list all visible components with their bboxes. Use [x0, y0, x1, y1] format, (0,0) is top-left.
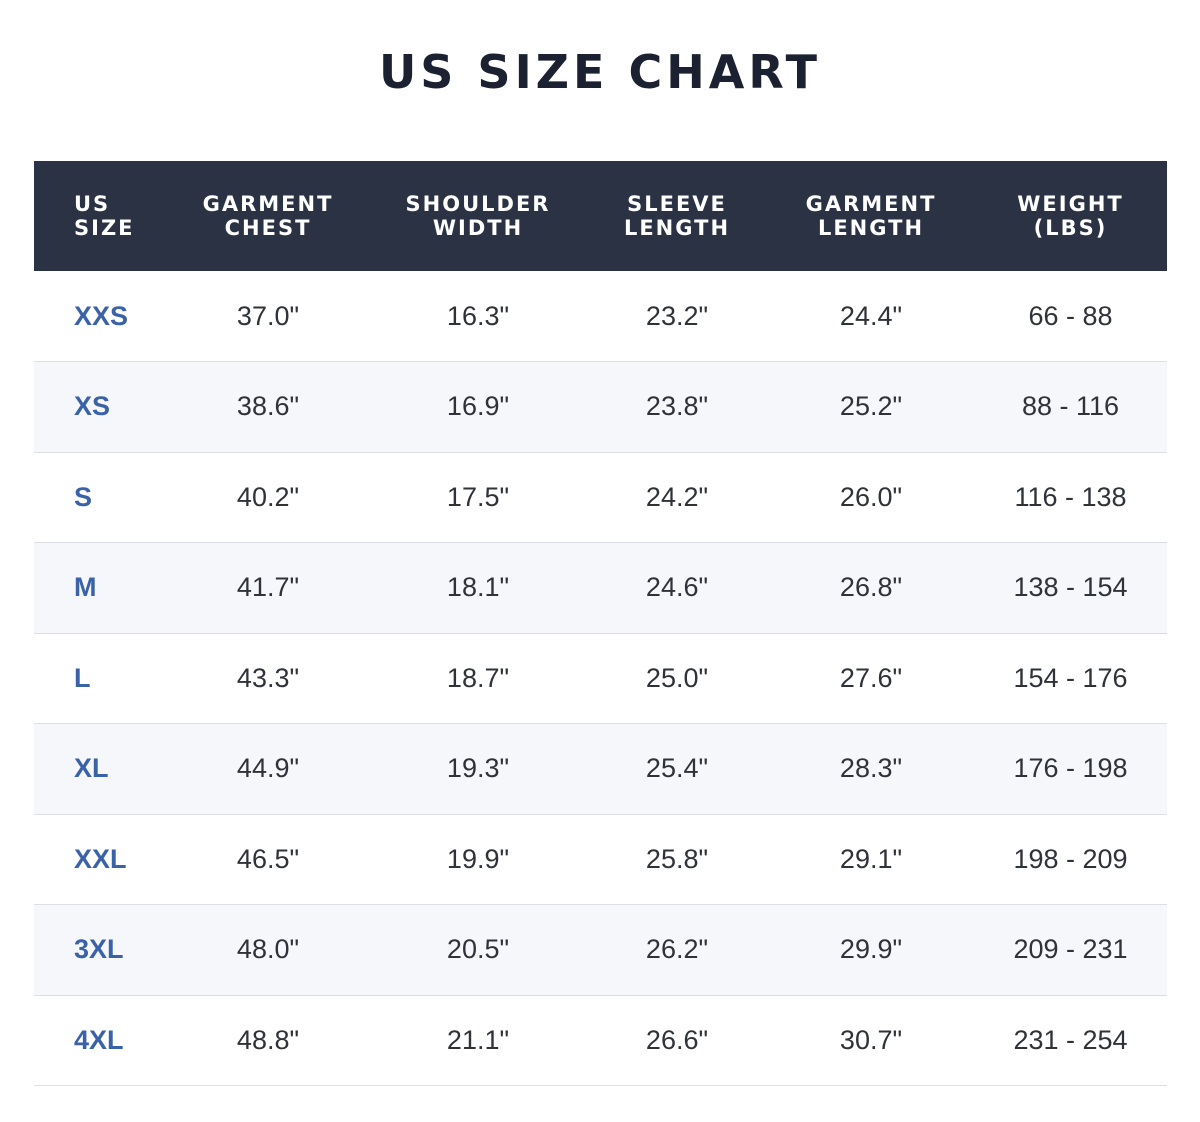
weight-cell: 116 - 138 [1014, 481, 1127, 512]
sleeve-cell: 25.8" [645, 843, 709, 874]
shoulder-cell: 18.7" [446, 662, 510, 693]
chest-cell: 37.0" [236, 300, 300, 331]
length-cell: 29.9" [839, 934, 903, 965]
shoulder-cell: 19.3" [446, 753, 510, 784]
sleeve-cell: 23.8" [645, 391, 709, 422]
weight-cell: 231 - 254 [1013, 1024, 1128, 1055]
size-cell: XXS [74, 300, 129, 331]
column-header-line: CHEST [224, 216, 312, 240]
weight-cell: 66 - 88 [1028, 300, 1113, 331]
sleeve-cell: 26.6" [645, 1024, 709, 1055]
column-header-line: SLEEVE [627, 192, 727, 216]
chest-cell: 43.3" [236, 662, 300, 693]
table-row: S 40.2" 17.5" 24.2" 26.0" 116 - 138 [34, 452, 1167, 543]
page-title: US SIZE CHART [378, 45, 822, 99]
size-cell: S [74, 481, 93, 512]
length-cell: 26.8" [839, 572, 903, 603]
size-cell: XL [74, 753, 109, 784]
chest-cell: 46.5" [236, 843, 300, 874]
sleeve-cell: 24.2" [645, 481, 709, 512]
column-header-sleeve-length: SLEEVE LENGTH [586, 161, 768, 271]
column-header-line: US [74, 192, 111, 216]
chest-cell: 48.0" [236, 934, 300, 965]
shoulder-cell: 21.1" [446, 1024, 510, 1055]
table-row: XXS 37.0" 16.3" 23.2" 24.4" 66 - 88 [34, 271, 1167, 362]
column-header-weight: WEIGHT (LBS) [974, 161, 1167, 271]
column-header-line: SHOULDER [405, 192, 551, 216]
sleeve-cell: 25.4" [645, 753, 709, 784]
chest-cell: 48.8" [236, 1024, 300, 1055]
weight-cell: 88 - 116 [1021, 391, 1120, 422]
table-row: XXL 46.5" 19.9" 25.8" 29.1" 198 - 209 [34, 814, 1167, 905]
weight-cell: 154 - 176 [1013, 662, 1128, 693]
sleeve-cell: 25.0" [645, 662, 709, 693]
size-cell: M [74, 572, 97, 603]
column-header-line: LENGTH [623, 216, 731, 240]
sleeve-cell: 23.2" [645, 300, 709, 331]
column-header-line: (LBS) [1033, 216, 1108, 240]
length-cell: 27.6" [839, 662, 903, 693]
column-header-line: WIDTH [432, 216, 524, 240]
shoulder-cell: 20.5" [446, 934, 510, 965]
column-header-line: SIZE [74, 216, 135, 240]
chest-cell: 38.6" [236, 391, 300, 422]
sleeve-cell: 24.6" [645, 572, 709, 603]
size-cell: 4XL [74, 1024, 124, 1055]
chest-cell: 41.7" [236, 572, 300, 603]
chest-cell: 44.9" [236, 753, 300, 784]
size-cell: XXL [74, 843, 127, 874]
shoulder-cell: 17.5" [446, 481, 510, 512]
column-header-line: GARMENT [202, 192, 334, 216]
column-header-line: WEIGHT [1017, 192, 1124, 216]
weight-cell: 209 - 231 [1013, 934, 1128, 965]
table-row: XL 44.9" 19.3" 25.4" 28.3" 176 - 198 [34, 723, 1167, 814]
table-row: XS 38.6" 16.9" 23.8" 25.2" 88 - 116 [34, 361, 1167, 452]
shoulder-cell: 19.9" [446, 843, 510, 874]
weight-cell: 138 - 154 [1013, 572, 1128, 603]
weight-cell: 176 - 198 [1013, 753, 1128, 784]
column-header-garment-chest: GARMENT CHEST [166, 161, 370, 271]
table-body: XXS 37.0" 16.3" 23.2" 24.4" 66 - 88 XS 3… [34, 271, 1167, 1086]
column-header-line: GARMENT [805, 192, 937, 216]
table-row: L 43.3" 18.7" 25.0" 27.6" 154 - 176 [34, 633, 1167, 724]
column-header-garment-length: GARMENT LENGTH [768, 161, 974, 271]
size-cell: L [74, 662, 91, 693]
header-row: US SIZE GARMENT CHEST SHOULDER WIDTH SLE… [34, 161, 1167, 271]
chest-cell: 40.2" [236, 481, 300, 512]
length-cell: 29.1" [839, 843, 903, 874]
size-cell: 3XL [74, 934, 124, 965]
sleeve-cell: 26.2" [645, 934, 709, 965]
length-cell: 26.0" [839, 481, 903, 512]
table-row: 3XL 48.0" 20.5" 26.2" 29.9" 209 - 231 [34, 904, 1167, 995]
size-chart-table: US SIZE GARMENT CHEST SHOULDER WIDTH SLE… [34, 161, 1167, 1086]
table-row: 4XL 48.8" 21.1" 26.6" 30.7" 231 - 254 [34, 995, 1167, 1086]
shoulder-cell: 16.9" [446, 391, 510, 422]
column-header-us-size: US SIZE [34, 161, 166, 271]
column-header-line: LENGTH [817, 216, 925, 240]
length-cell: 30.7" [839, 1024, 903, 1055]
table-header: US SIZE GARMENT CHEST SHOULDER WIDTH SLE… [34, 161, 1167, 271]
length-cell: 24.4" [839, 300, 903, 331]
table-row: M 41.7" 18.1" 24.6" 26.8" 138 - 154 [34, 542, 1167, 633]
length-cell: 25.2" [839, 391, 903, 422]
column-header-shoulder-width: SHOULDER WIDTH [370, 161, 586, 271]
length-cell: 28.3" [839, 753, 903, 784]
size-cell: XS [74, 391, 111, 422]
weight-cell: 198 - 209 [1013, 843, 1128, 874]
shoulder-cell: 18.1" [446, 572, 510, 603]
shoulder-cell: 16.3" [446, 300, 510, 331]
